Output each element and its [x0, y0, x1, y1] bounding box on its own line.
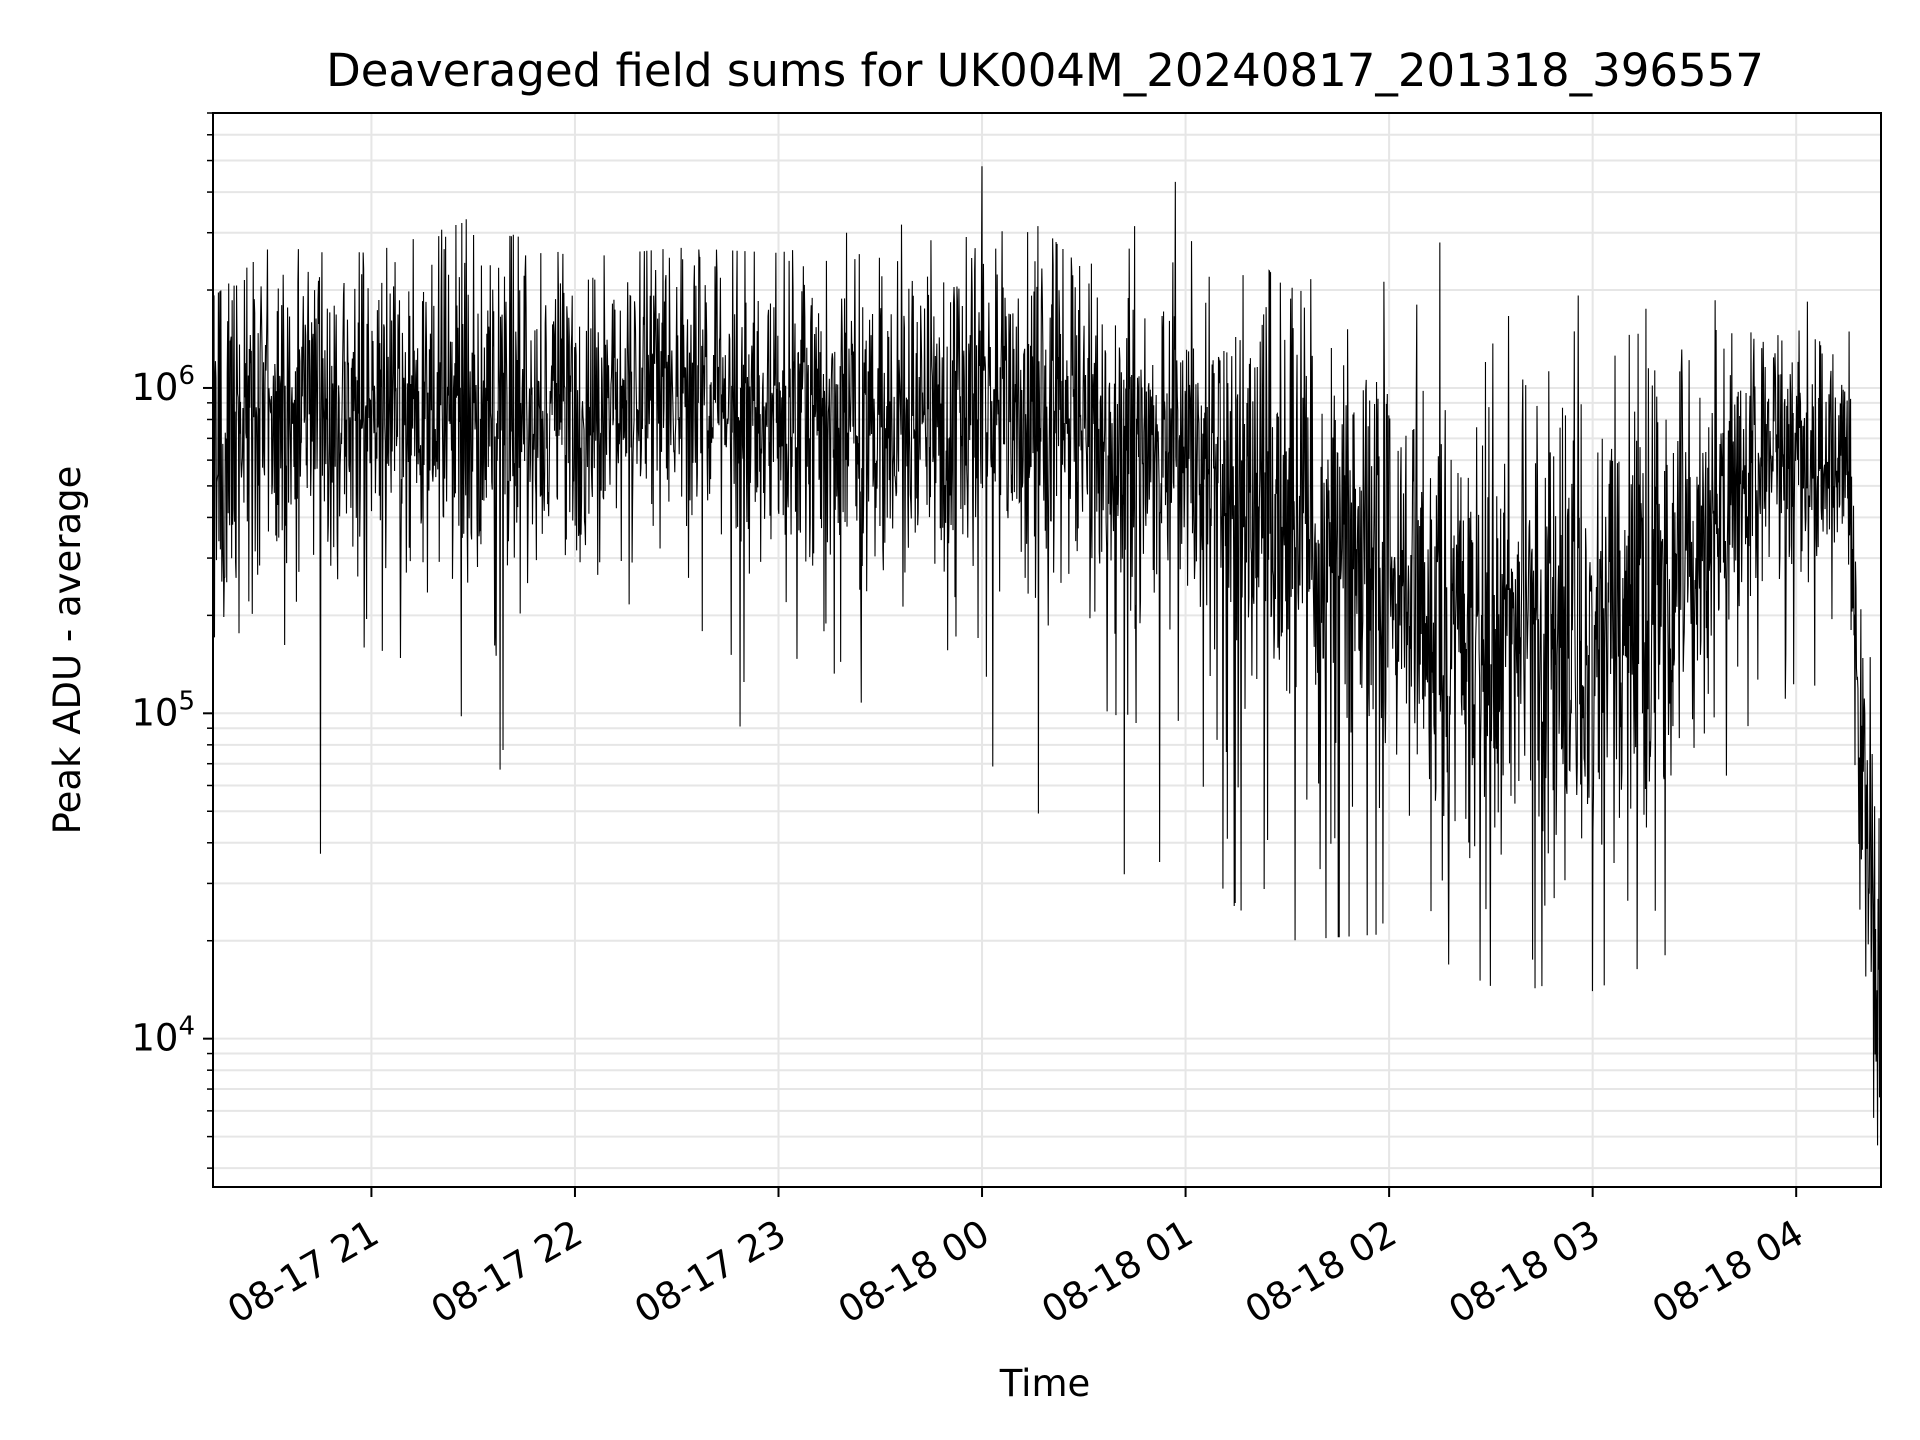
x-tick-label: 08-18 01	[1035, 1212, 1201, 1332]
grid	[213, 112, 1881, 1187]
series-trace	[212, 166, 1882, 1146]
x-tick-label: 08-17 23	[627, 1212, 793, 1332]
x-tick-label: 08-18 04	[1645, 1212, 1811, 1332]
chart-title: Deaveraged field sums for UK004M_2024081…	[326, 44, 1764, 97]
y-axis-label: Peak ADU - average	[46, 466, 89, 835]
y-axis: 104 105 106	[131, 112, 213, 1169]
x-tick-label: 08-18 00	[831, 1212, 997, 1332]
x-axis: 08-17 21 08-17 22 08-17 23 08-18 00 08-18 01…	[220, 1187, 1811, 1332]
x-tick-label: 08-17 21	[220, 1212, 386, 1332]
y-tick-label: 105	[131, 686, 195, 734]
y-tick-label: 106	[131, 361, 195, 409]
x-tick-label: 08-17 22	[424, 1212, 590, 1332]
x-axis-label: Time	[999, 1362, 1091, 1405]
x-tick-label: 08-18 02	[1238, 1212, 1404, 1332]
series-line	[212, 166, 1882, 1146]
x-tick-label: 08-18 03	[1442, 1212, 1608, 1332]
plot-frame	[212, 112, 1882, 1188]
y-tick-label: 104	[131, 1012, 195, 1060]
